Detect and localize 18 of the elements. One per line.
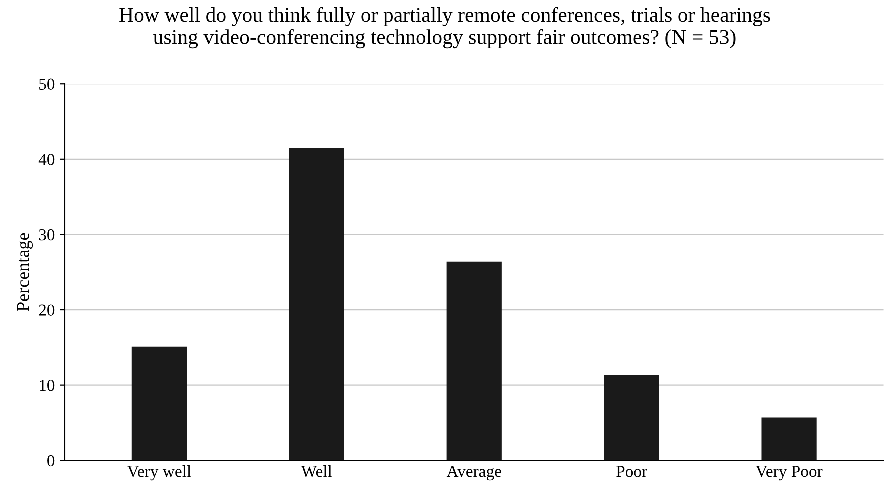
y-tick-label: 10	[40, 380, 55, 392]
y-tick-label: 30	[39, 229, 55, 241]
y-tick-label: 50	[40, 78, 55, 90]
bar	[762, 418, 817, 461]
x-tick-label: Well	[301, 466, 332, 478]
x-tick-label: Poor	[616, 466, 648, 478]
y-tick-label: 0	[48, 455, 55, 467]
x-tick-label: Very Poor	[756, 466, 823, 481]
bar	[132, 346, 188, 461]
chart-title: How well do you think fully or partially remote conferences, trials or hearings using video-conferencing technology support fair outcomes? (N = 53)	[120, 7, 770, 49]
y-axis-title: Percentage	[17, 233, 34, 312]
bar	[446, 262, 502, 461]
x-tick-label: Very well	[127, 466, 192, 481]
y-tick-label: 40	[38, 154, 55, 166]
bar	[604, 376, 660, 461]
y-tick-label: 20	[39, 304, 55, 316]
bar	[289, 148, 344, 461]
x-tick-label: Average	[446, 466, 502, 481]
